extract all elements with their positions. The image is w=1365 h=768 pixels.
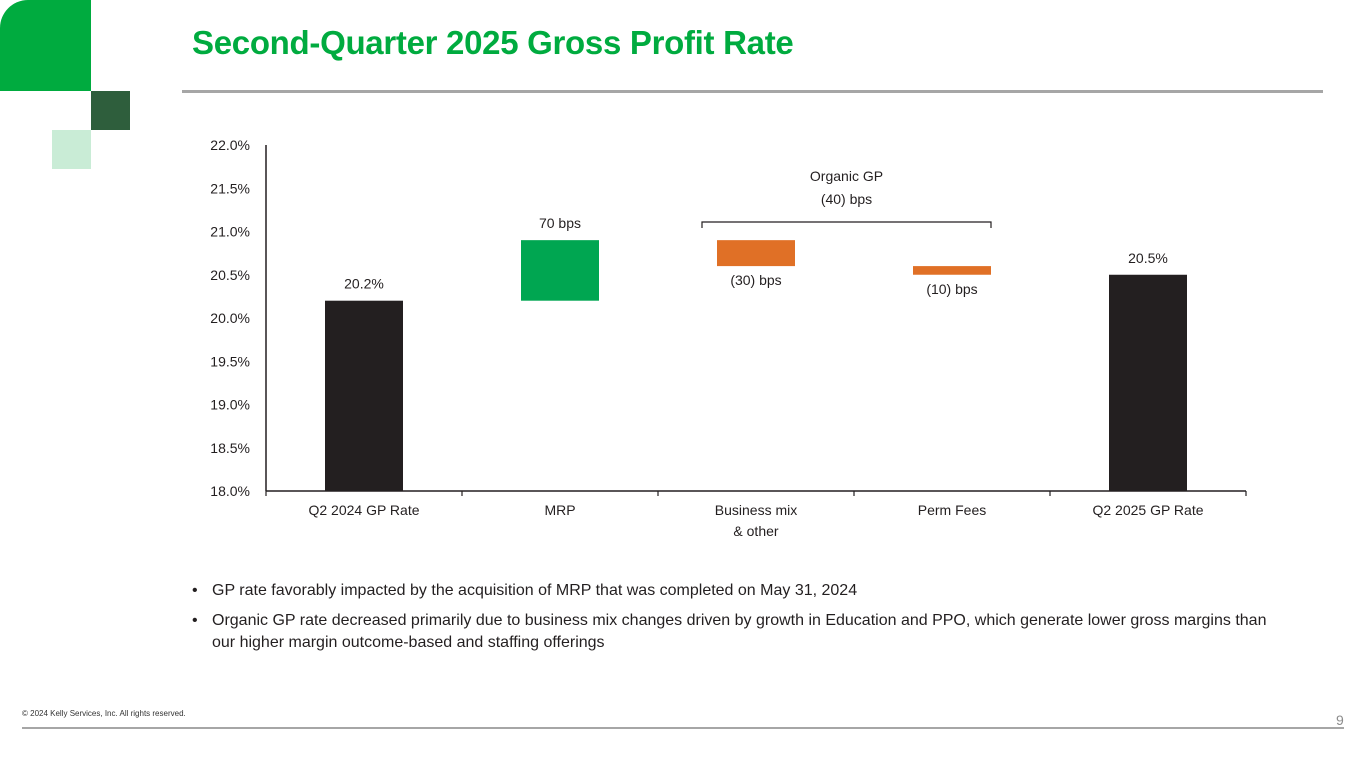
- bullet-list: • GP rate favorably impacted by the acqu…: [192, 580, 1292, 662]
- bullet-icon: •: [192, 612, 198, 629]
- bar-total: [325, 300, 403, 491]
- y-tick-label: 22.0%: [210, 137, 250, 153]
- brand-decoration-large-square: [0, 0, 91, 91]
- y-tick-label: 19.0%: [210, 397, 250, 413]
- y-tick-label: 19.5%: [210, 353, 250, 369]
- copyright-footer: © 2024 Kelly Services, Inc. All rights r…: [22, 709, 186, 718]
- x-category-label: Business mix: [715, 502, 797, 518]
- brand-decoration-light-square: [52, 130, 91, 169]
- slide-title: Second-Quarter 2025 Gross Profit Rate: [192, 24, 794, 61]
- footer-divider: [22, 727, 1344, 729]
- bracket-annotation: [701, 221, 992, 228]
- bullet-item: • Organic GP rate decreased primarily du…: [192, 610, 1292, 654]
- y-tick-label: 18.0%: [210, 483, 250, 499]
- y-tick-label: 20.5%: [210, 267, 250, 283]
- data-label: (10) bps: [926, 281, 977, 297]
- annotation-label: Organic GP: [810, 168, 883, 184]
- bar-decrease: [717, 240, 795, 267]
- title-divider: [182, 90, 1323, 93]
- x-category-label: Perm Fees: [918, 502, 986, 518]
- y-tick-label: 21.0%: [210, 224, 250, 240]
- y-tick-label: 21.5%: [210, 180, 250, 196]
- x-category-label: & other: [733, 523, 778, 539]
- bar-decrease: [913, 266, 991, 275]
- brand-decoration-dark-square: [91, 91, 130, 130]
- annotation-label: (40) bps: [821, 191, 872, 207]
- x-category-label: Q2 2025 GP Rate: [1092, 502, 1203, 518]
- data-label: 20.5%: [1128, 250, 1168, 266]
- bar-total: [1109, 274, 1187, 491]
- bullet-item: • GP rate favorably impacted by the acqu…: [192, 580, 1292, 602]
- page-number: 9: [1336, 712, 1344, 728]
- y-tick-label: 18.5%: [210, 440, 250, 456]
- x-category-label: Q2 2024 GP Rate: [308, 502, 419, 518]
- data-label: 70 bps: [539, 215, 581, 231]
- waterfall-chart: 18.0% 18.5% 19.0% 19.5% 20.0% 20.5% 21.0% 21.5%…: [210, 137, 1247, 539]
- data-label: 20.2%: [344, 276, 384, 292]
- y-tick-label: 20.0%: [210, 310, 250, 326]
- bullet-icon: •: [192, 582, 198, 599]
- data-label: (30) bps: [730, 272, 781, 288]
- bar-increase: [521, 240, 599, 301]
- bullet-text: Organic GP rate decreased primarily due …: [212, 612, 1267, 651]
- bullet-text: GP rate favorably impacted by the acquis…: [212, 582, 858, 599]
- x-category-label: MRP: [544, 502, 575, 518]
